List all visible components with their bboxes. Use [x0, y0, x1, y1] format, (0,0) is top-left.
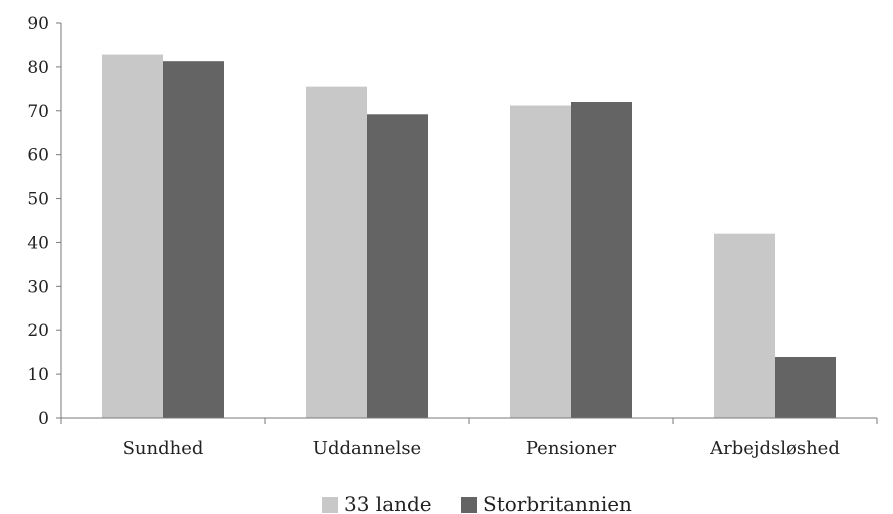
y-tick-label: 20: [27, 321, 49, 341]
bars: [102, 54, 836, 419]
legend-label: Storbritannien: [483, 492, 632, 514]
y-tick-label: 0: [38, 409, 49, 429]
x-axis-labels: Sundhed Uddannelse Pensioner Arbejdsløshed: [123, 438, 840, 459]
x-category-label: Uddannelse: [313, 438, 421, 459]
bar-series-2: [367, 114, 428, 419]
x-axis-ticks: [60, 418, 878, 424]
bar-series-1: [714, 233, 775, 418]
y-tick-label: 90: [27, 14, 49, 34]
bar-series-1: [102, 54, 163, 418]
bar-series-2: [163, 61, 224, 418]
bar-series-2: [571, 102, 632, 418]
x-category-label: Sundhed: [123, 438, 204, 459]
bar-series-1: [510, 105, 571, 418]
legend: 33 lande Storbritannien: [322, 492, 632, 514]
legend-label: 33 lande: [344, 492, 432, 514]
legend-swatch: [461, 497, 477, 513]
bar-series-2: [775, 356, 836, 418]
y-tick-label: 70: [27, 102, 49, 122]
y-axis-ticks: 0 10 20 30 40 50 60 70 80 90: [27, 14, 61, 429]
x-category-label: Pensioner: [526, 438, 617, 459]
legend-swatch: [322, 497, 338, 513]
y-tick-label: 60: [27, 146, 49, 166]
bar-series-1: [306, 86, 367, 418]
y-tick-label: 50: [27, 190, 49, 210]
y-tick-label: 80: [27, 58, 49, 78]
x-category-label: Arbejdsløshed: [709, 438, 840, 459]
y-tick-label: 10: [27, 365, 49, 385]
y-tick-label: 30: [27, 277, 49, 297]
y-tick-label: 40: [27, 233, 49, 253]
